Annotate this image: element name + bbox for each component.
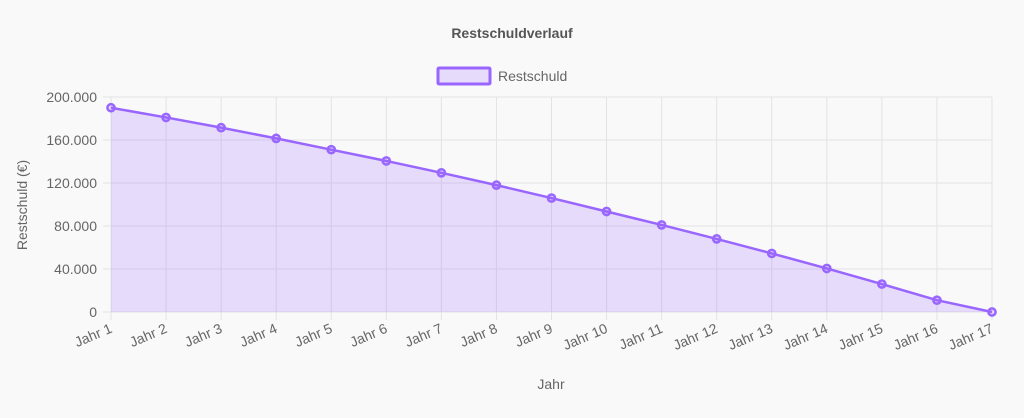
data-point[interactable] [326,144,337,155]
data-point[interactable] [932,295,942,306]
data-point[interactable] [106,102,116,113]
x-axis-title: Jahr [537,376,565,392]
data-point[interactable] [987,307,997,317]
y-tick-label: 160.000 [46,132,97,148]
data-point[interactable] [436,167,447,178]
x-tick-label: Jahr 12 [671,320,720,353]
series-line-restschuld [110,106,993,314]
y-tick-label: 40.000 [54,261,97,277]
x-tick-label: Jahr 17 [946,320,995,353]
x-tick-label: Jahr 7 [402,320,444,350]
y-axis-title: Restschuld (€) [14,160,30,250]
x-tick-label: Jahr 1 [72,320,114,350]
area-layer [110,106,993,314]
data-point[interactable] [821,263,832,274]
legend-label[interactable]: Restschuld [498,68,567,84]
grid [103,96,993,320]
x-axis-ticks: Jahr 1 Jahr 2 Jahr 3 Jahr 4 Jahr 5 Jahr 6 Jahr… [72,320,995,353]
x-tick-label: Jahr 11 [617,320,665,353]
data-point[interactable] [877,279,887,289]
x-tick-label: Jahr 8 [458,320,500,350]
x-tick-label: Jahr 5 [292,320,334,350]
x-tick-label: Jahr 6 [347,320,389,350]
data-point[interactable] [766,248,777,259]
y-tick-label: 80.000 [54,218,97,234]
y-axis-ticks: 0 40.000 80.000 120.000 160.000 200.000 [46,89,97,320]
legend[interactable]: Restschuld [436,66,567,86]
y-tick-label: 120.000 [46,175,97,191]
x-tick-label: Jahr 10 [560,320,609,353]
x-tick-label: Jahr 15 [836,320,885,353]
y-tick-label: 200.000 [46,89,97,105]
x-tick-label: Jahr 13 [726,320,775,353]
legend-swatch[interactable] [436,66,492,86]
data-point[interactable] [601,206,612,217]
x-tick-label: Jahr 3 [182,320,224,350]
data-point[interactable] [491,180,502,190]
x-tick-label: Jahr 2 [127,320,169,350]
area-fill [111,107,992,312]
x-tick-label: Jahr 16 [891,320,940,353]
x-tick-label: Jahr 4 [237,320,279,350]
y-tick-label: 0 [89,304,97,320]
data-point[interactable] [546,193,557,203]
data-point[interactable] [711,234,722,244]
data-point[interactable] [161,112,171,123]
chart-title: Restschuldverlauf [451,25,573,41]
data-point[interactable] [656,220,667,230]
data-point[interactable] [216,122,226,133]
x-tick-label: Jahr 9 [513,320,555,350]
x-tick-label: Jahr 14 [781,320,830,353]
data-point[interactable] [271,133,282,144]
data-point[interactable] [381,156,392,166]
points-layer [106,102,997,317]
